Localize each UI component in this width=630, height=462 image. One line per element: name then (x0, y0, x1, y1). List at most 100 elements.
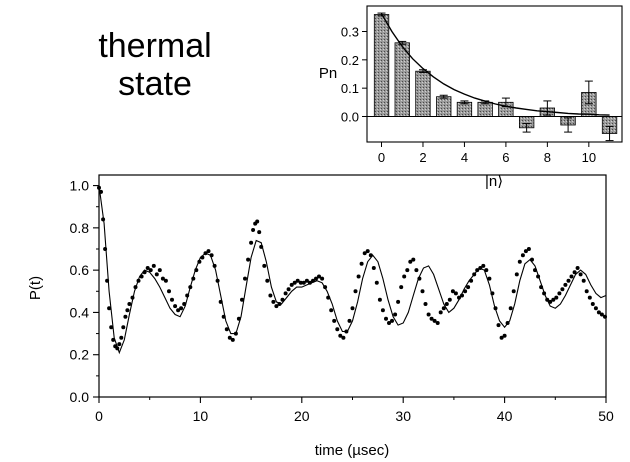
data-point (151, 263, 156, 268)
inset-y-axis-label: Pn (319, 65, 337, 82)
data-point (444, 302, 449, 306)
data-point (493, 306, 498, 311)
data-point (99, 189, 103, 194)
main-plot-frame (98, 174, 607, 398)
data-point (317, 274, 321, 279)
data-point (581, 278, 586, 283)
data-point (402, 274, 407, 279)
data-point (121, 325, 126, 330)
data-point (457, 295, 461, 300)
data-point (127, 302, 132, 306)
data-point (274, 304, 279, 309)
inset-x-tick-label: 8 (544, 150, 551, 165)
data-point (307, 280, 312, 285)
x-tick-label: 40 (497, 408, 513, 424)
data-point (289, 282, 294, 287)
data-point (447, 297, 452, 302)
data-point (240, 297, 244, 302)
data-point (251, 228, 256, 232)
inset-y-tick-label: 0.1 (341, 81, 359, 96)
data-point (502, 333, 507, 338)
data-point (224, 327, 229, 332)
data-point (277, 302, 282, 306)
data-point (536, 274, 541, 279)
data-point (332, 318, 337, 323)
inset-plot-marks (367, 12, 622, 142)
data-point (438, 310, 443, 315)
y-tick-label: 1.0 (70, 178, 90, 194)
data-point (347, 318, 352, 323)
data-point (338, 333, 343, 338)
data-point (533, 268, 537, 273)
y-tick-label: 0.8 (70, 220, 90, 236)
data-point (117, 342, 122, 347)
data-point (301, 280, 306, 285)
data-point (563, 282, 568, 287)
data-point (280, 297, 285, 302)
data-point (566, 278, 571, 283)
data-point (323, 285, 328, 290)
data-point (101, 217, 106, 222)
data-point (353, 289, 358, 294)
inset-y-tick-label: 0.2 (341, 53, 359, 68)
data-point (265, 278, 270, 283)
data-point (326, 295, 331, 300)
data-point (176, 308, 181, 313)
data-point (295, 278, 300, 283)
data-point (596, 310, 601, 315)
data-point (125, 308, 130, 313)
y-tick-label: 0.6 (70, 262, 90, 278)
data-point (514, 272, 519, 277)
data-point (157, 268, 162, 273)
x-tick-label: 0 (95, 408, 103, 424)
annotation-line-2: state (118, 65, 192, 103)
data-point (286, 287, 291, 292)
data-point (243, 276, 247, 281)
data-point (182, 302, 187, 306)
data-point (432, 318, 437, 323)
data-point (377, 297, 382, 302)
main-chart: 0 10 20 30 40 50 0.0 0.2 0.4 0.6 0.8 1.0 time (µsec… (27, 174, 614, 459)
data-point (194, 268, 199, 273)
data-point (490, 291, 495, 296)
data-point (505, 321, 510, 325)
data-point (314, 276, 318, 281)
data-point (139, 274, 144, 279)
data-point (460, 293, 464, 298)
annotation-line-1: thermal (98, 27, 211, 65)
data-point (111, 337, 116, 342)
inset-plot-frame (366, 5, 623, 143)
data-point (362, 251, 367, 256)
inset-y-axis-label-text: Pn (319, 65, 337, 82)
data-point (203, 251, 208, 256)
data-point (160, 276, 165, 281)
data-point (130, 295, 135, 300)
data-point (206, 249, 211, 254)
data-point (185, 293, 190, 298)
data-point (311, 278, 315, 283)
data-point (384, 316, 388, 321)
data-point (554, 295, 559, 300)
y-tick-label: 0.4 (70, 304, 90, 320)
data-point (298, 280, 303, 285)
data-point (271, 299, 276, 304)
data-point (268, 293, 273, 298)
data-point (408, 259, 413, 264)
pn-bar (373, 14, 390, 117)
data-point (380, 308, 385, 313)
main-x-axis-label: time (µsec) (315, 442, 389, 459)
data-point (320, 276, 325, 281)
data-point (539, 285, 544, 290)
data-point (557, 291, 562, 296)
data-point (542, 291, 547, 296)
pn-bar (436, 96, 452, 117)
inset-x-tick-label: 6 (502, 150, 509, 165)
data-point (221, 314, 226, 319)
data-point (450, 289, 455, 294)
data-point (441, 306, 446, 311)
data-point (209, 253, 214, 258)
data-point (478, 266, 483, 270)
data-point (233, 331, 238, 336)
data-point (123, 314, 128, 319)
data-point (590, 302, 595, 306)
